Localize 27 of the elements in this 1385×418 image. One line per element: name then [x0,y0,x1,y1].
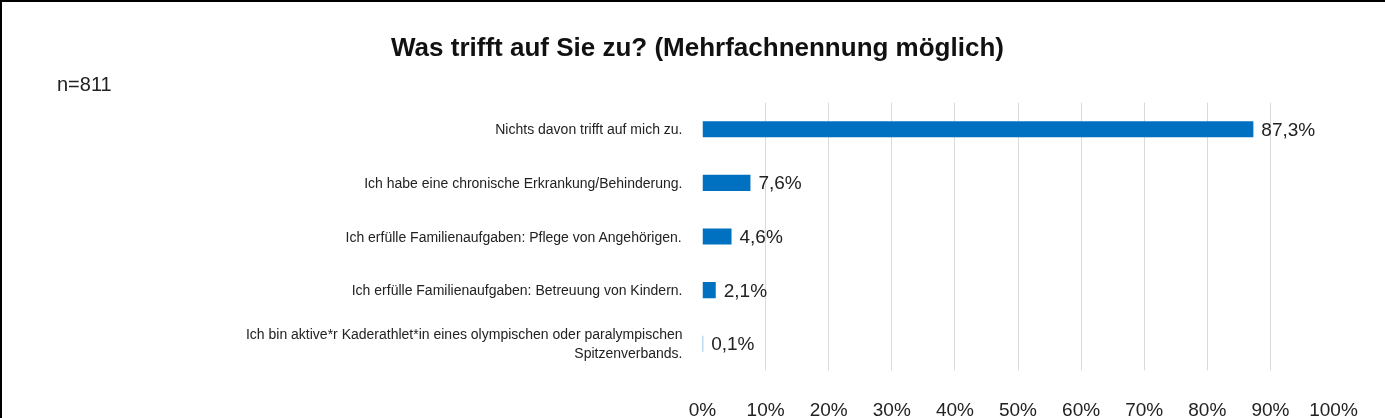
x-tick-label: 0% [688,398,717,418]
x-tick-label: 60% [1062,398,1101,418]
x-tick-label: 70% [1125,398,1164,418]
data-label: 7,6% [758,172,802,194]
x-tick-label: 10% [746,398,785,418]
x-tick-label: 40% [935,398,975,418]
data-label: 2,1% [723,279,768,301]
y-tick-label: Ich bin aktive*r Kaderathlet*in eines olympischen oder paralympischen Spitzenverbands. [245,326,683,362]
x-tick-label: 90% [1251,398,1290,418]
y-tick-label: Ich habe eine chronische Erkrankung/Behinderung. [364,174,683,191]
x-tick-label: 80% [1188,398,1227,418]
bar [702,228,732,245]
data-label: 0,1% [711,333,755,355]
text: n=811 [57,72,112,97]
x-tick-label: 50% [998,398,1038,418]
bar [702,121,1254,138]
x-tick-label: 100% [1309,398,1358,418]
x-tick-label: 30% [872,398,911,418]
y-tick-label: Nichts davon trifft auf mich zu. [495,121,683,138]
y-tick-label: Ich erfülle Familienaufgaben: Betreuung von Kindern. [351,282,683,299]
y-tick-label: Ich erfülle Familienaufgaben: Pflege von Angehörigen. [345,228,682,245]
data-label: 87,3% [1261,118,1316,140]
chart-title: Was trifft auf Sie zu? (Mehrfachnennung möglich) [391,31,1004,64]
x-tick-label: 20% [809,398,848,418]
bar [702,174,751,191]
data-label: 4,6% [739,226,783,247]
bar [702,282,716,299]
